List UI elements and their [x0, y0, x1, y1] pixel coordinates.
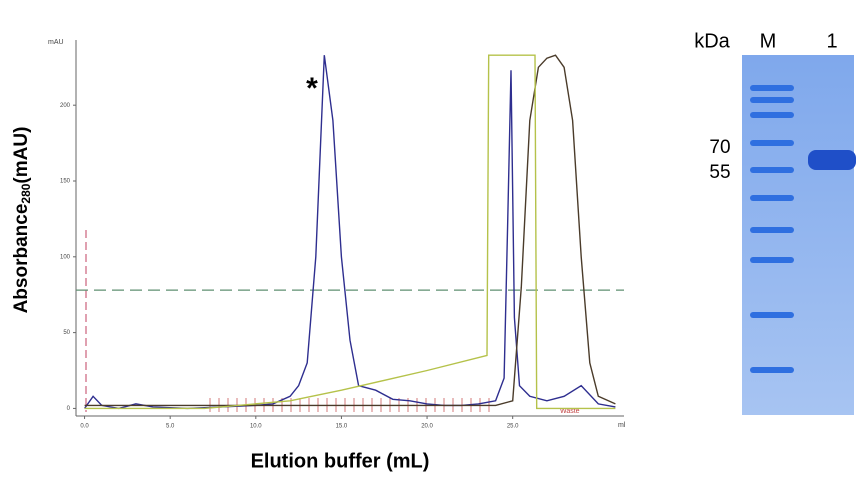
x-axis-label: Elution buffer (mL): [251, 450, 430, 472]
y-label-main: Absorbance: [11, 204, 32, 314]
y-tick-label: 150: [60, 179, 71, 185]
x-tick-label: 15.0: [336, 424, 348, 430]
ladder-band: [750, 167, 794, 173]
sample-band: [808, 150, 856, 170]
ladder-band: [750, 85, 794, 91]
lane-label: M: [760, 30, 777, 52]
gel-unit: kDa: [694, 30, 730, 52]
y-label-unit: (mAU): [11, 127, 32, 184]
y-unit: mAU: [48, 39, 64, 46]
peak-annotation: *: [306, 72, 318, 105]
ladder-band: [750, 227, 794, 233]
ladder-band: [750, 140, 794, 146]
ladder-band: [750, 195, 794, 201]
y-tick-label: 50: [63, 330, 70, 336]
y-tick-label: 0: [67, 406, 71, 412]
ladder-band: [750, 257, 794, 263]
ladder-band: [750, 312, 794, 318]
y-tick-label: 100: [60, 254, 71, 260]
x-unit: ml: [618, 422, 626, 429]
waste-label: Waste: [560, 408, 580, 415]
y-label-sub: 280: [19, 183, 33, 203]
lane-label: 1: [826, 30, 837, 52]
marker-label: 70: [709, 137, 730, 158]
series-line: [84, 54, 616, 407]
ladder-band: [750, 97, 794, 103]
ladder-band: [750, 112, 794, 118]
gel: [742, 55, 854, 415]
y-tick-label: 200: [60, 103, 71, 109]
x-tick-label: 20.0: [421, 424, 433, 430]
x-tick-label: 10.0: [250, 424, 262, 430]
y-axis-label: Absorbance280(mAU): [11, 127, 33, 314]
gel-panel: kDa M 1 70 55: [694, 30, 856, 415]
x-tick-label: 5.0: [166, 424, 175, 430]
ladder-band: [750, 367, 794, 373]
x-tick-label: 0.0: [80, 424, 89, 430]
x-tick-label: 25.0: [507, 424, 519, 430]
marker-label: 55: [709, 162, 730, 183]
series-line: [84, 54, 616, 410]
